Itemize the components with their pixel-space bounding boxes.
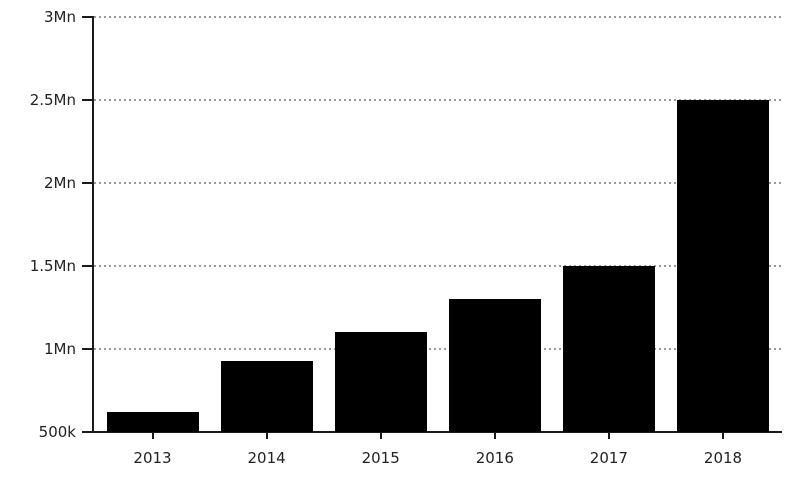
y-axis-tick (82, 182, 92, 184)
bar (562, 266, 655, 432)
y-tick-label: 3Mn (44, 8, 76, 26)
bar (677, 100, 769, 432)
y-axis-tick (82, 431, 92, 433)
x-axis-tick (493, 433, 496, 439)
x-tick-label: 2015 (361, 449, 400, 467)
x-tick-label: 2017 (589, 449, 628, 467)
x-tick-label: 2014 (247, 449, 286, 467)
gridline (94, 265, 782, 267)
y-tick-label: 500k (38, 423, 76, 441)
x-axis (92, 431, 782, 433)
y-axis (92, 16, 94, 433)
x-axis-tick (265, 433, 268, 439)
x-tick-label: 2016 (475, 449, 514, 467)
x-axis-tick (722, 433, 724, 439)
x-tick-label: 2018 (703, 449, 743, 467)
y-tick-label: 1.5Mn (29, 257, 76, 275)
x-axis-tick (379, 433, 382, 439)
bar (106, 412, 199, 432)
bar (334, 332, 427, 432)
y-axis-tick (82, 16, 92, 18)
bar (220, 360, 313, 432)
y-axis-tick (82, 265, 92, 267)
x-tick-label: 2013 (133, 449, 172, 467)
x-axis-tick (607, 433, 610, 439)
gridline (94, 16, 782, 18)
gridline (94, 182, 782, 184)
y-tick-label: 2.5Mn (29, 91, 76, 109)
y-axis-tick (82, 99, 92, 101)
y-axis-tick (82, 348, 92, 350)
gridline (94, 99, 782, 101)
y-tick-label: 1Mn (44, 340, 76, 358)
gridline (94, 348, 782, 350)
x-axis-tick (151, 433, 154, 439)
y-tick-label: 2Mn (44, 174, 76, 192)
bar (448, 299, 541, 432)
